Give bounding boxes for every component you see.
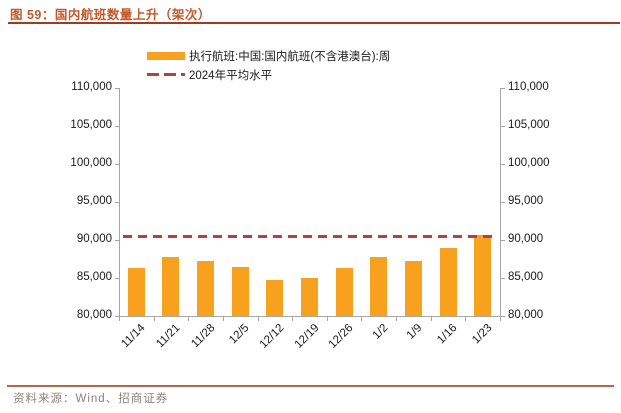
y-axis-label-left: 90,000 [76, 233, 112, 245]
legend-bar-label: 执行航班:中国:国内航班(不含港澳台):周 [189, 50, 391, 63]
y-axis-label-right: 100,000 [508, 157, 550, 169]
bar-12/19 [301, 278, 318, 316]
bar-1/23 [474, 234, 492, 316]
x-tick [396, 317, 398, 321]
bar-1/16 [439, 247, 457, 316]
legend-dash-dot-swatch [147, 73, 185, 76]
y-tick-right [501, 316, 505, 317]
bar-12/12 [266, 279, 284, 316]
x-tick [465, 317, 467, 321]
y-axis-label-right: 90,000 [508, 233, 544, 245]
bar-1/2 [370, 257, 388, 316]
x-tick [257, 317, 259, 321]
x-tick [500, 317, 501, 321]
footer-divider [7, 385, 614, 387]
bar-1/9 [404, 260, 422, 316]
y-axis-label-right: 80,000 [508, 309, 544, 321]
y-tick-right [501, 88, 505, 89]
figure-title: 图 59：国内航班数量上升（架次） [10, 8, 211, 22]
y-axis-label-left: 80,000 [76, 309, 112, 321]
y-tick-right [501, 126, 505, 127]
y-axis-label-left: 85,000 [76, 271, 112, 283]
y-tick-left [115, 126, 119, 127]
x-tick [430, 317, 432, 321]
y-tick-right [501, 202, 505, 203]
source-note: 资料来源：Wind、招商证券 [13, 393, 169, 405]
x-tick [292, 317, 294, 321]
x-tick [222, 317, 224, 321]
title-divider [8, 22, 620, 24]
legend-item-bar-series: 执行航班:中国:国内航班(不含港澳台):周 [147, 46, 390, 65]
y-tick-right [501, 278, 505, 279]
average-line-2024 [123, 235, 496, 239]
y-axis-left [119, 88, 120, 316]
y-axis-right [500, 88, 501, 316]
y-tick-left [115, 164, 119, 165]
y-axis-label-left: 105,000 [70, 119, 112, 131]
y-axis-label-right: 95,000 [508, 195, 544, 207]
y-tick-left [115, 278, 119, 279]
bar-11/28 [197, 260, 215, 316]
legend-bar-swatch [147, 51, 185, 60]
y-tick-left [115, 316, 119, 317]
y-axis-label-left: 110,000 [71, 81, 112, 93]
legend-dot-segment [181, 73, 185, 76]
bar-11/14 [127, 268, 145, 316]
legend-dash-segment [164, 73, 176, 76]
x-tick [188, 317, 190, 321]
x-tick [153, 317, 155, 321]
bar-12/26 [335, 268, 353, 316]
bar-12/5 [231, 267, 249, 316]
x-tick [361, 317, 363, 321]
legend-line-label: 2024年平均水平 [189, 69, 273, 82]
y-axis-label-left: 95,000 [76, 195, 112, 207]
legend-dash-segment [147, 73, 159, 76]
y-axis-label-right: 85,000 [508, 271, 544, 283]
y-axis-label-right: 105,000 [508, 119, 550, 131]
x-tick [326, 317, 328, 321]
x-tick [119, 317, 120, 321]
legend-item-average-line: 2024年平均水平 [147, 65, 390, 84]
y-tick-right [501, 164, 505, 165]
y-tick-right [501, 240, 505, 241]
y-tick-left [115, 88, 119, 89]
x-axis [119, 316, 501, 317]
y-axis-label-left: 100,000 [70, 157, 112, 169]
y-tick-left [115, 240, 119, 241]
y-tick-left [115, 202, 119, 203]
chart-legend: 执行航班:中国:国内航班(不含港澳台):周 2024年平均水平 [147, 46, 390, 84]
bar-11/21 [162, 257, 180, 316]
y-axis-label-right: 110,000 [508, 81, 549, 93]
